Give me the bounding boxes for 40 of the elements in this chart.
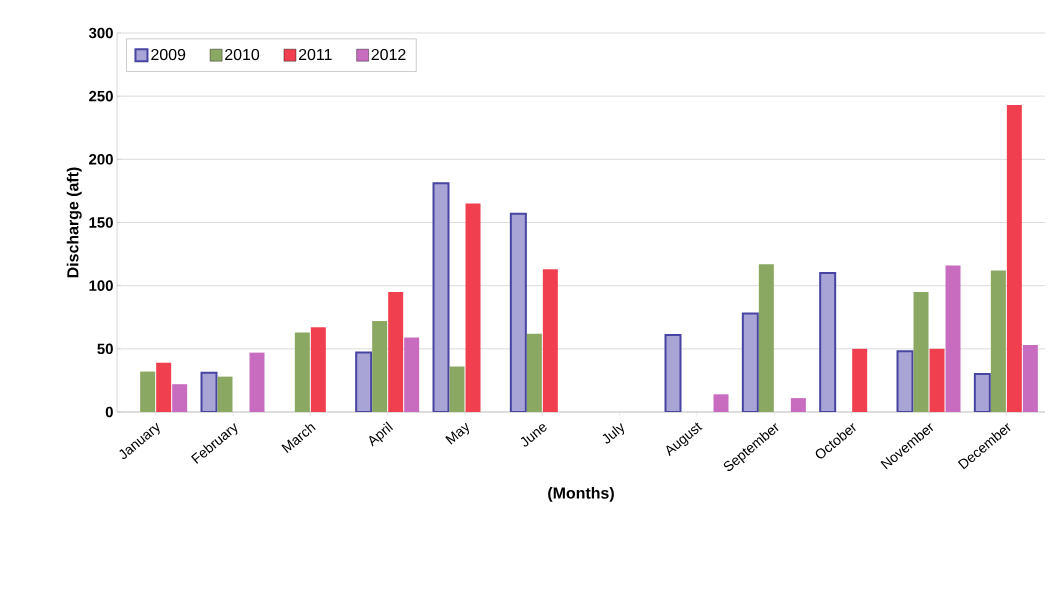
x-axis-title: (Months) bbox=[548, 486, 614, 502]
x-tick-label: June bbox=[520, 424, 547, 447]
legend-label: 2011 bbox=[298, 48, 332, 61]
legend-label: 2010 bbox=[225, 48, 260, 61]
bar bbox=[156, 362, 172, 412]
y-tick-label: 50 bbox=[97, 343, 113, 355]
y-tick-label: 250 bbox=[89, 90, 113, 102]
bar bbox=[294, 332, 310, 412]
bar bbox=[1022, 345, 1038, 412]
bar bbox=[388, 291, 404, 412]
bar bbox=[449, 366, 465, 412]
y-tick-label: 0 bbox=[105, 406, 113, 418]
bar bbox=[404, 337, 420, 412]
bar bbox=[140, 371, 156, 412]
bar bbox=[465, 203, 481, 412]
bar bbox=[945, 265, 961, 412]
legend-label: 2009 bbox=[151, 48, 186, 61]
legend-label: 2012 bbox=[371, 48, 406, 61]
bar bbox=[542, 269, 558, 412]
bar bbox=[372, 321, 388, 412]
y-tick-label: 200 bbox=[89, 154, 113, 165]
bar bbox=[913, 291, 929, 412]
y-tick-label: 150 bbox=[89, 217, 113, 228]
bar bbox=[990, 270, 1006, 412]
bar bbox=[217, 376, 233, 412]
bar bbox=[310, 327, 326, 412]
bar bbox=[1006, 105, 1022, 412]
bar bbox=[249, 352, 265, 412]
y-axis-title: Discharge (aft) bbox=[66, 167, 82, 278]
bar bbox=[526, 333, 542, 412]
bar bbox=[790, 398, 806, 412]
bar bbox=[713, 394, 729, 412]
x-tick-label: July bbox=[602, 423, 625, 444]
y-tick-label: 100 bbox=[89, 280, 113, 291]
bar bbox=[929, 348, 945, 412]
bar bbox=[758, 264, 774, 412]
bar bbox=[852, 348, 868, 412]
x-tick-label: May bbox=[445, 422, 470, 445]
y-tick-label: 300 bbox=[88, 27, 113, 39]
bar bbox=[172, 384, 188, 412]
